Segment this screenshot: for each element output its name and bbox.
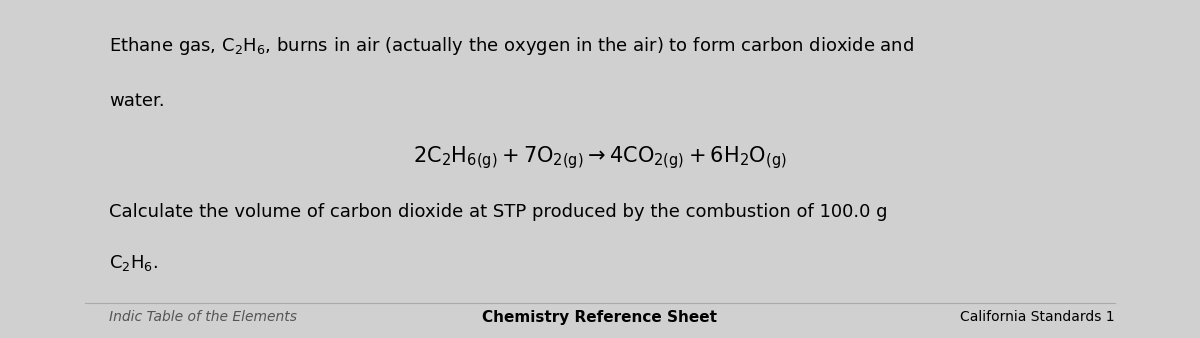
Text: $\mathrm{C_2H_6}$.: $\mathrm{C_2H_6}$.: [109, 253, 158, 273]
Text: Calculate the volume of carbon dioxide at STP produced by the combustion of 100.: Calculate the volume of carbon dioxide a…: [109, 202, 888, 220]
Text: Indic Table of the Elements: Indic Table of the Elements: [109, 310, 298, 324]
Text: $\mathrm{2C_2H_{6(g)} + 7O_{2(g)} \rightarrow 4CO_{2(g)} + 6H_2O_{(g)}}$: $\mathrm{2C_2H_{6(g)} + 7O_{2(g)} \right…: [413, 144, 787, 171]
Text: Chemistry Reference Sheet: Chemistry Reference Sheet: [482, 310, 718, 325]
Text: water.: water.: [109, 92, 164, 110]
Text: Ethane gas, $\mathrm{C_2H_6}$, burns in air (actually the oxygen in the air) to : Ethane gas, $\mathrm{C_2H_6}$, burns in …: [109, 35, 914, 57]
Text: California Standards 1: California Standards 1: [960, 310, 1115, 324]
